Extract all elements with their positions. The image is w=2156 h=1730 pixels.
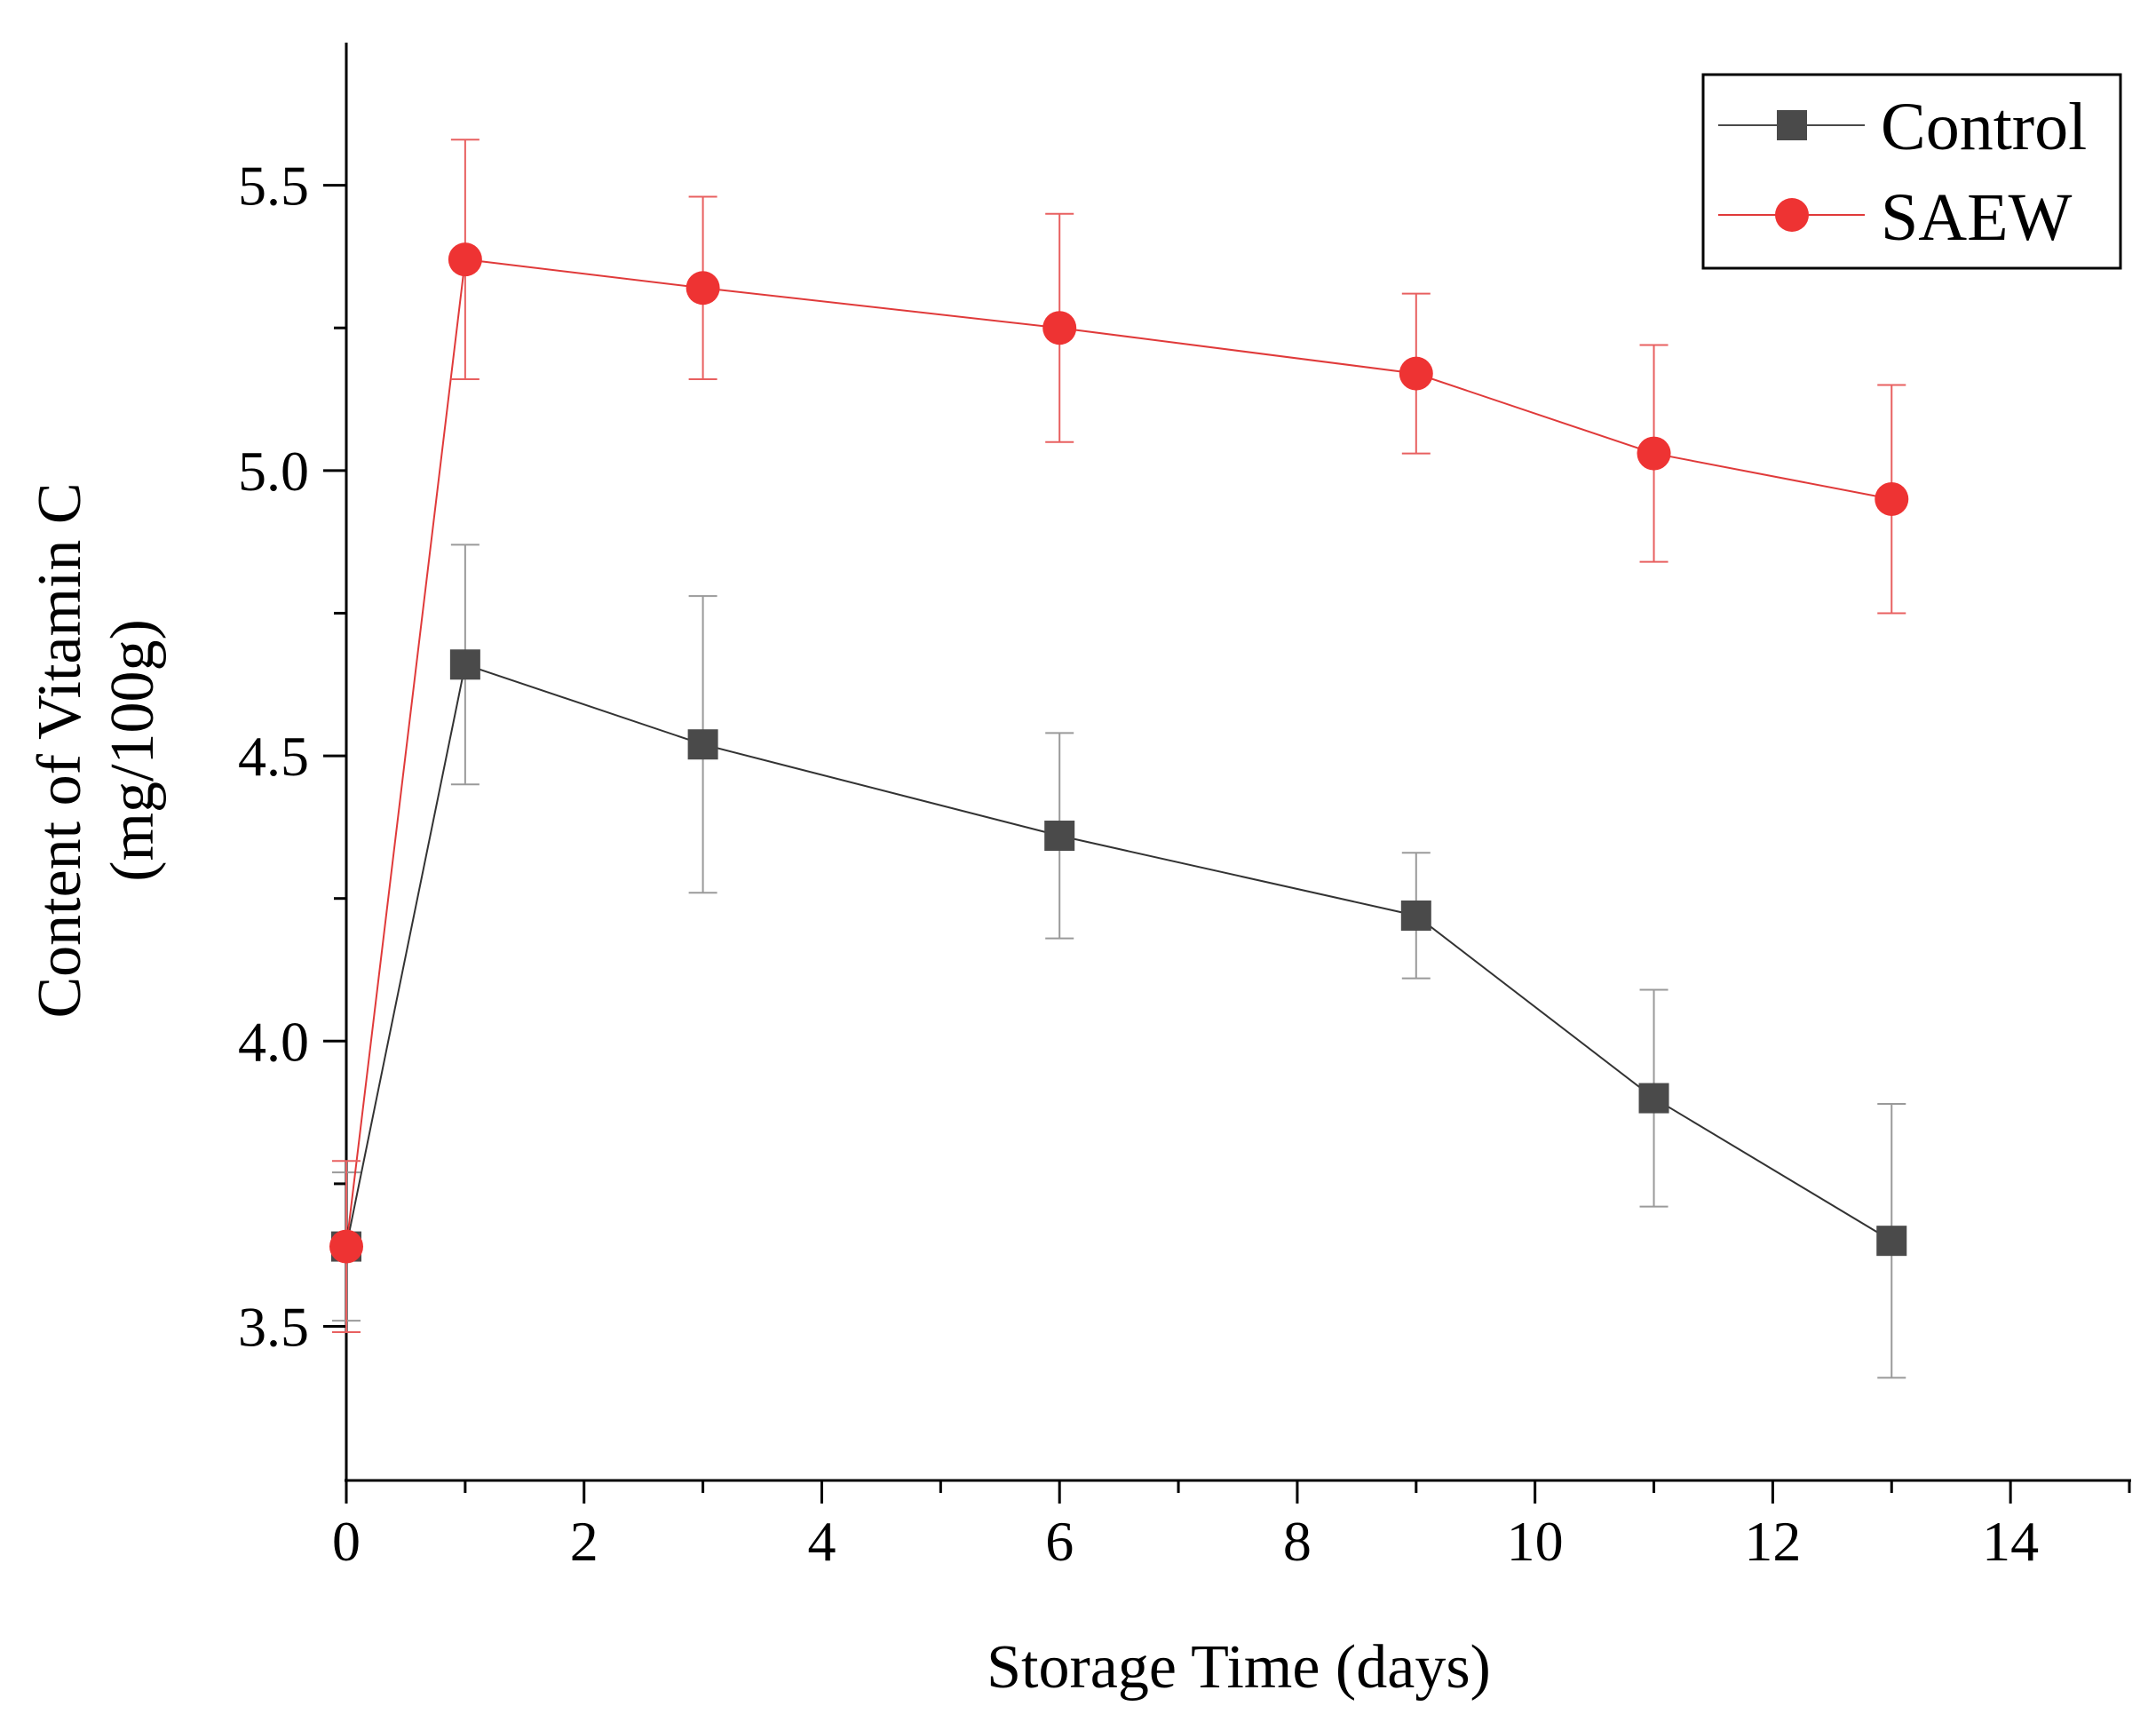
data-point-control bbox=[687, 729, 718, 760]
data-point-saew bbox=[1399, 356, 1433, 391]
data-point-saew bbox=[1042, 311, 1077, 345]
y-tick-label: 4.5 bbox=[238, 725, 309, 788]
data-point-control bbox=[1638, 1083, 1669, 1114]
legend: Control SAEW bbox=[1701, 73, 2122, 270]
y-tick-label: 3.5 bbox=[238, 1296, 309, 1359]
data-point-saew bbox=[1637, 436, 1671, 471]
y-tick-label: 4.0 bbox=[238, 1010, 309, 1073]
y-axis-title-line-2: (mg/100g) bbox=[99, 619, 167, 882]
series-layer bbox=[329, 139, 1909, 1379]
x-tick-label: 10 bbox=[1507, 1510, 1564, 1573]
x-tick-label: 4 bbox=[807, 1510, 836, 1573]
x-tick-label: 8 bbox=[1283, 1510, 1312, 1573]
data-point-control bbox=[1876, 1226, 1907, 1257]
y-axis-title-line-1: Content of Vitamin C bbox=[26, 482, 94, 1018]
legend-marker-control bbox=[1777, 110, 1807, 140]
legend-marker-saew bbox=[1775, 198, 1809, 232]
series-markers-control bbox=[331, 649, 1907, 1262]
ticks: 0 2 4 6 8 10 12 14 3.5 4.0 4.5 5.0 5.5 bbox=[238, 155, 2131, 1573]
data-point-control bbox=[1044, 821, 1075, 852]
legend-label-control: Control bbox=[1881, 90, 2087, 164]
series-markers-saew bbox=[329, 242, 1909, 1264]
series-saew bbox=[332, 139, 1906, 1333]
x-tick-label: 6 bbox=[1045, 1510, 1074, 1573]
series-control bbox=[332, 544, 1906, 1379]
x-axis-title: Storage Time (days) bbox=[987, 1633, 1491, 1702]
y-tick-label: 5.0 bbox=[238, 440, 309, 503]
series-line-control bbox=[345, 663, 1892, 1247]
data-point-control bbox=[1400, 900, 1431, 931]
x-tick-label: 2 bbox=[570, 1510, 598, 1573]
data-point-control bbox=[449, 649, 480, 680]
y-axis-title: Content of Vitamin C (mg/100g) bbox=[26, 482, 167, 1018]
data-point-saew bbox=[448, 242, 482, 277]
data-point-saew bbox=[1875, 481, 1909, 516]
data-point-saew bbox=[686, 271, 720, 306]
legend-label-saew: SAEW bbox=[1881, 180, 2073, 255]
x-tick-label: 0 bbox=[332, 1510, 361, 1573]
x-tick-label: 12 bbox=[1744, 1510, 1801, 1573]
data-point-saew bbox=[329, 1229, 363, 1264]
y-tick-label: 5.5 bbox=[238, 155, 309, 218]
x-tick-label: 14 bbox=[1982, 1510, 2039, 1573]
legend-box bbox=[1701, 73, 2122, 270]
